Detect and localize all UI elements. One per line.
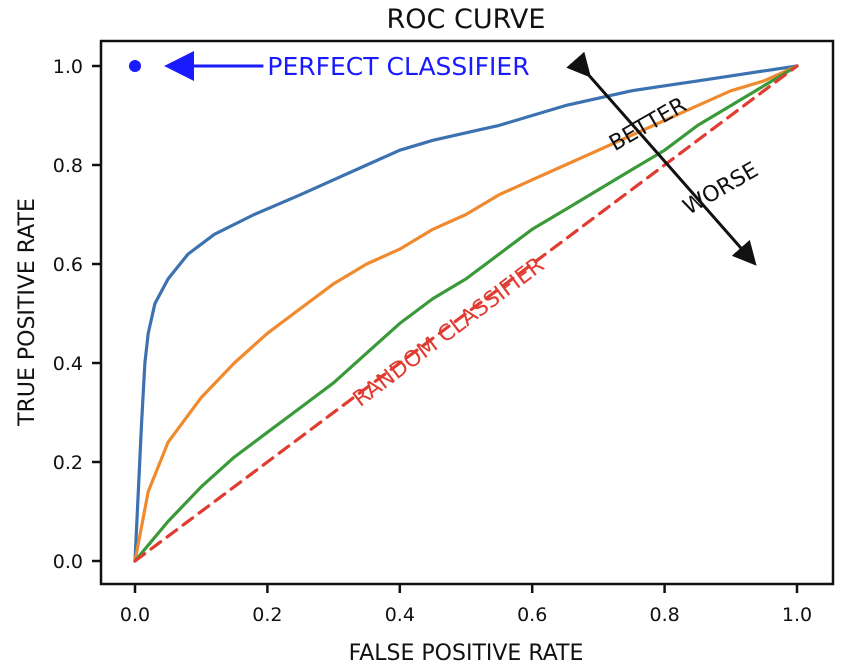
x-tick-label: 0.0 xyxy=(120,604,150,626)
chart-title: ROC CURVE xyxy=(387,4,546,35)
x-tick-label: 0.2 xyxy=(252,604,282,626)
axis-layer: 0.0 0.2 0.4 0.6 0.8 1.0 0.0 0.2 0.4 0.6 0.8 1.0 xyxy=(53,56,812,626)
better-worse-arrow xyxy=(566,51,757,266)
y-tick-label: 0.4 xyxy=(53,353,83,375)
y-tick-label: 0.8 xyxy=(53,155,83,177)
worse-label: WORSE xyxy=(679,158,763,221)
x-tick-label: 1.0 xyxy=(782,604,812,626)
annotation-layer: PERFECT CLASSIFIER RANDOM CLASSIFIER BETTE… xyxy=(129,51,763,413)
y-axis-label: TRUE POSITIVE RATE xyxy=(15,198,40,427)
y-tick-label: 0.6 xyxy=(53,254,83,276)
plot-frame xyxy=(99,39,835,586)
perfect-classifier-point xyxy=(129,60,141,72)
x-axis-label: FALSE POSITIVE RATE xyxy=(349,641,584,666)
x-tick-label: 0.4 xyxy=(385,604,415,626)
y-tick-label: 0.2 xyxy=(53,452,83,474)
perfect-classifier-label: PERFECT CLASSIFIER xyxy=(267,52,529,81)
y-tick-label: 0.0 xyxy=(53,551,83,573)
better-label: BETTER xyxy=(605,93,691,157)
x-tick-label: 0.8 xyxy=(649,604,679,626)
y-tick-label: 1.0 xyxy=(53,56,83,78)
x-tick-label: 0.6 xyxy=(517,604,547,626)
random-classifier-label: RANDOM CLASSIFIER xyxy=(349,253,549,413)
